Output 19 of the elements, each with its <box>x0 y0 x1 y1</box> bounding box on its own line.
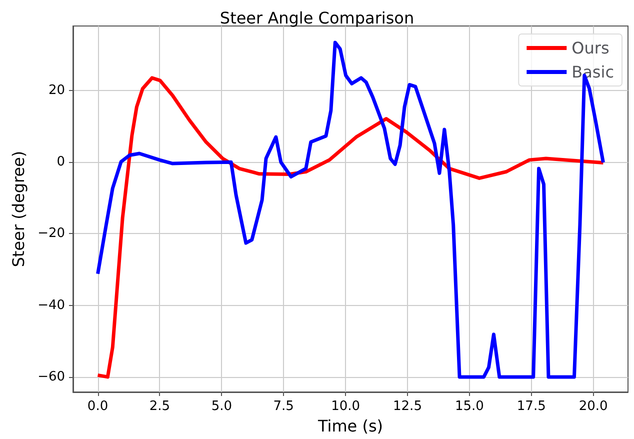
x-axis-title: Time (s) <box>316 416 384 436</box>
x-tick-label: 15.0 <box>454 399 484 414</box>
chart-title: Steer Angle Comparison <box>220 8 414 28</box>
x-tick-label: 5.0 <box>211 399 232 414</box>
x-tick-label: 0.0 <box>87 399 108 414</box>
x-tick-label: 12.5 <box>393 399 422 414</box>
y-tick-label: −60 <box>38 369 65 384</box>
y-axis-title: Steer (degree) <box>9 150 28 268</box>
x-tick-label: 10.0 <box>331 399 360 414</box>
x-tick-label: 20.0 <box>578 399 608 414</box>
x-tick-label: 17.5 <box>516 399 546 414</box>
legend-label: Ours <box>572 38 610 58</box>
y-tick-label: 0 <box>56 154 65 170</box>
legend-label: Basic <box>572 62 614 82</box>
x-tick-label: 2.5 <box>149 399 170 414</box>
x-tick-label: 7.5 <box>273 399 294 414</box>
y-tick-label: −40 <box>38 298 65 313</box>
y-tick-label: 20 <box>48 82 65 98</box>
y-tick-label: −20 <box>38 226 65 242</box>
